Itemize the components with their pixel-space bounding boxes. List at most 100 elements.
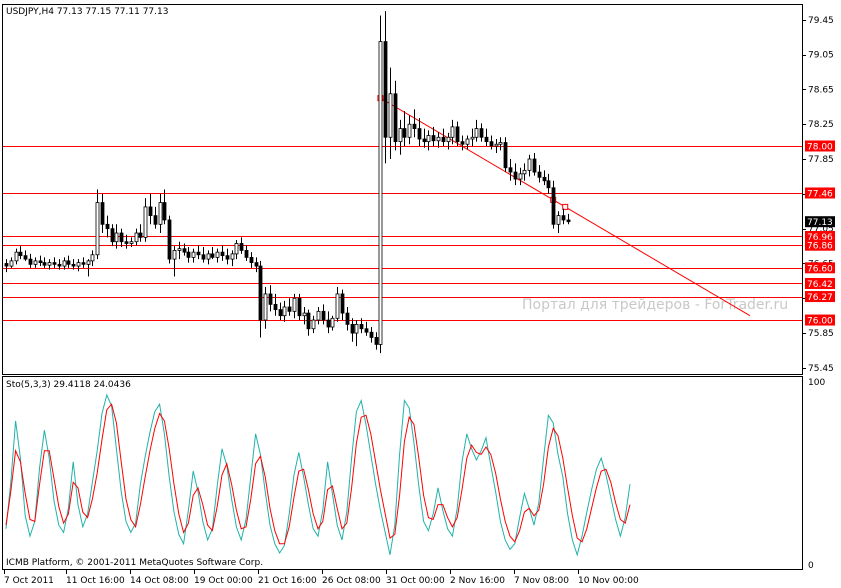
candle-body <box>513 171 518 180</box>
candle-body <box>292 297 297 312</box>
candle-body <box>263 293 268 321</box>
candle-body <box>134 232 139 243</box>
candle-body <box>114 232 119 243</box>
time-tick-label: 10 Nov 00:00 <box>578 576 639 586</box>
candle-body <box>105 223 110 230</box>
level-label-box <box>805 187 835 199</box>
trendline-mid-handle[interactable] <box>562 203 569 210</box>
candle-body <box>470 136 475 140</box>
level-label-text: 76.42 <box>807 280 833 290</box>
candle-body <box>66 260 71 265</box>
candle-body <box>494 143 499 147</box>
level-label-box <box>805 140 835 152</box>
watermark-text: Портал для трейдеров - ForTrader.ru <box>522 297 788 313</box>
candle-body <box>273 303 278 310</box>
current-price-text: 77.13 <box>807 218 833 228</box>
candle-body <box>57 263 62 267</box>
candle-body <box>450 126 455 138</box>
candle-body <box>244 250 249 258</box>
candle-body <box>62 260 67 267</box>
stochastic-main-line <box>5 393 631 557</box>
candle-body <box>201 254 206 260</box>
candle-body <box>326 319 331 328</box>
candle-body <box>9 260 14 267</box>
candle-body <box>239 243 244 251</box>
stochastic-axis-100: 100 <box>808 378 825 388</box>
candle-body <box>18 251 23 257</box>
candle-body <box>71 263 76 267</box>
candle-body <box>28 258 33 265</box>
candle-body <box>474 128 479 138</box>
price-panel[interactable]: 79.4579.0578.6578.2577.8577.4577.0576.65… <box>2 4 836 375</box>
candle-body <box>167 219 172 260</box>
candle-body <box>287 306 292 312</box>
candle-body <box>532 158 537 173</box>
time-axis: 7 Oct 2011 11 Oct 16:00 14 Oct 08:00 19 Oct… <box>4 570 639 586</box>
candle-body <box>268 293 273 305</box>
candle-body <box>556 215 561 225</box>
candle-body <box>316 310 321 321</box>
candle-body <box>479 128 484 138</box>
candle-body <box>234 243 239 255</box>
level-label-text: 76.86 <box>807 242 833 252</box>
candle-body <box>345 312 350 325</box>
candle-body <box>388 93 393 138</box>
candle-body <box>359 323 364 330</box>
stochastic-axis-0: 0 <box>808 561 814 571</box>
candle-body <box>330 317 335 328</box>
candle-body <box>90 254 95 262</box>
level-label-box <box>805 277 835 289</box>
candle-body <box>465 138 470 145</box>
price-panel-frame <box>2 4 803 375</box>
candle-body <box>95 202 100 256</box>
level-label-text: 76.27 <box>807 293 833 303</box>
candle-body <box>566 219 571 223</box>
candle-body <box>398 128 403 143</box>
price-tick-label: 77.85 <box>808 155 834 165</box>
level-label-text: 76.60 <box>807 264 833 274</box>
candle-body <box>225 255 230 260</box>
candle-body <box>302 312 307 317</box>
stochastic-panel[interactable]: Sto(5,3,3) 29.4118 24.0436 100 0 ICMB Pl… <box>2 376 826 572</box>
candle-body <box>350 323 355 334</box>
candle-body <box>378 41 383 345</box>
level-label-box <box>805 230 835 242</box>
candle-body <box>393 93 398 143</box>
level-label-box <box>805 262 835 274</box>
candle-body <box>186 251 191 258</box>
candle-body <box>436 136 441 142</box>
candle-body <box>426 135 431 143</box>
candle-body <box>542 176 547 182</box>
candle-body <box>518 173 523 180</box>
candle-body <box>138 232 143 238</box>
candle-body <box>412 123 417 129</box>
candle-body <box>258 265 263 321</box>
candle-body <box>220 251 225 257</box>
candle-body <box>33 260 38 265</box>
candle-body <box>42 262 47 266</box>
level-label-box <box>805 239 835 251</box>
candle-body <box>311 319 316 330</box>
candle-body <box>282 306 287 317</box>
candle-body <box>249 256 254 264</box>
candle-body <box>431 135 436 142</box>
candle-body <box>143 206 148 238</box>
candle-body <box>4 263 9 267</box>
stochastic-signal-line <box>5 403 631 545</box>
candle-body <box>297 297 302 317</box>
time-tick-label: 7 Nov 08:00 <box>514 576 569 586</box>
price-tick-label: 79.45 <box>808 16 834 26</box>
time-tick-label: 7 Oct 2011 <box>4 576 54 586</box>
candle-body <box>210 253 215 258</box>
copyright-text: ICMB Platform, © 2001-2011 MetaQuotes So… <box>6 558 263 568</box>
candle-body <box>522 169 527 175</box>
candle-body <box>484 136 489 143</box>
indicator-header: Sto(5,3,3) 29.4118 24.0436 <box>6 380 131 390</box>
candle-body <box>86 260 91 265</box>
candle-body <box>47 262 52 266</box>
symbol-header: USDJPY,H4 77.13 77.15 77.11 77.13 <box>6 7 168 17</box>
candle-body <box>455 126 460 143</box>
candle-body <box>460 141 465 145</box>
candle-body <box>417 128 422 140</box>
